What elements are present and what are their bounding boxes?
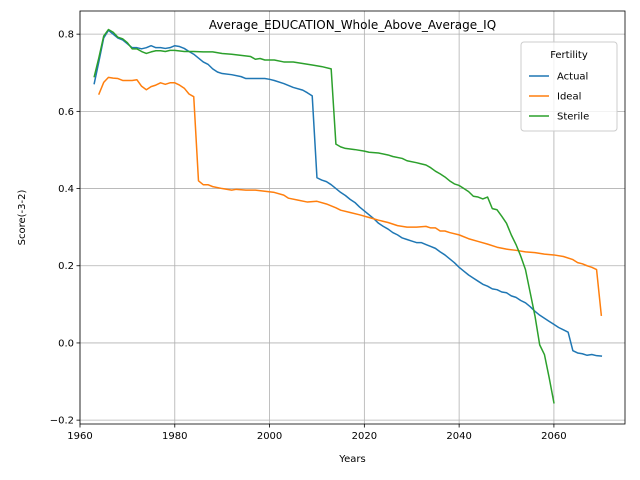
- y-tick-label: 0.8: [58, 30, 74, 41]
- y-tick-label: 0.2: [58, 261, 74, 272]
- legend-label-ideal: Ideal: [557, 92, 581, 103]
- legend: Fertility Actual Ideal Sterile: [520, 41, 618, 132]
- x-tick-label: 1980: [162, 431, 187, 442]
- y-tick-label: 0.6: [58, 107, 74, 118]
- series-line-sterile: [93, 28, 555, 404]
- legend-label-actual: Actual: [557, 72, 588, 83]
- y-tick-label: 0.0: [58, 338, 74, 349]
- series-layer: [93, 28, 603, 404]
- plot-frame: [79, 10, 626, 425]
- chart-title: Average_EDUCATION_Whole_Above_Average_IQ: [209, 18, 496, 32]
- x-tick-label: 2020: [352, 431, 377, 442]
- x-tick-label: 2060: [541, 431, 566, 442]
- x-tick-label: 2040: [446, 431, 471, 442]
- y-axis: −0.2 0.0 0.2 0.4 0.6 0.8: [50, 30, 80, 427]
- series-line-actual: [93, 29, 603, 357]
- x-axis-label: Years: [338, 454, 365, 465]
- legend-label-sterile: Sterile: [557, 112, 589, 123]
- x-tick-label: 1960: [67, 431, 92, 442]
- x-axis: 1960 1980 2000 2020 2040 2060: [67, 424, 567, 442]
- legend-box: [520, 41, 618, 132]
- y-tick-label: −0.2: [50, 416, 74, 427]
- legend-title: Fertility: [550, 50, 588, 61]
- y-axis-label: Score(-3-2): [17, 190, 28, 246]
- x-tick-label: 2000: [257, 431, 282, 442]
- y-tick-label: 0.4: [58, 184, 74, 195]
- series-line-ideal: [97, 76, 603, 316]
